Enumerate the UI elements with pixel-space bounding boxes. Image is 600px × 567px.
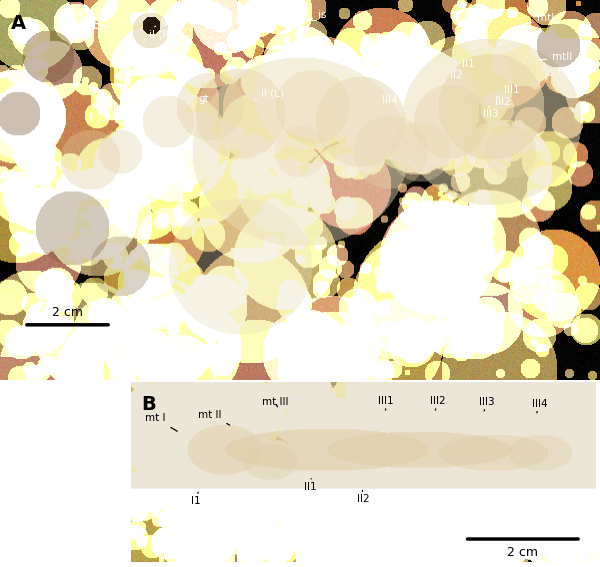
Text: lt: lt	[71, 20, 101, 29]
Text: mt III: mt III	[262, 397, 288, 407]
Text: III4: III4	[532, 399, 548, 413]
Text: I1: I1	[191, 492, 201, 506]
Text: III1: III1	[378, 396, 394, 410]
Text: III4: III4	[382, 95, 404, 105]
Text: ft: ft	[165, 7, 178, 22]
Text: II2: II2	[444, 70, 463, 82]
Text: mtI: mtI	[518, 13, 554, 26]
Text: II1: II1	[304, 479, 316, 492]
Text: gt: gt	[155, 16, 172, 27]
Text: f (L): f (L)	[89, 113, 124, 124]
Text: III2: III2	[430, 396, 446, 410]
Text: mtIII: mtIII	[548, 65, 581, 75]
Text: gt: gt	[192, 94, 209, 107]
Text: A: A	[11, 14, 26, 33]
Text: lt: lt	[110, 101, 130, 113]
Text: mt I: mt I	[145, 413, 177, 431]
Text: B: B	[141, 395, 156, 414]
Text: il (R): il (R)	[144, 29, 173, 40]
Text: 2 cm: 2 cm	[507, 546, 538, 559]
Text: il (L): il (L)	[255, 88, 284, 101]
Text: I1: I1	[499, 33, 517, 44]
Text: is: is	[302, 10, 326, 22]
Text: III1: III1	[497, 86, 520, 96]
Text: 2 cm: 2 cm	[52, 306, 83, 319]
Text: II1: II1	[455, 59, 475, 70]
Text: f (R): f (R)	[65, 11, 109, 28]
Text: III3: III3	[479, 397, 494, 411]
Text: mt II: mt II	[198, 409, 230, 425]
Text: II2: II2	[357, 490, 370, 505]
Text: mtII: mtII	[538, 52, 572, 62]
Text: III3: III3	[477, 109, 499, 120]
Text: III2: III2	[488, 97, 511, 107]
